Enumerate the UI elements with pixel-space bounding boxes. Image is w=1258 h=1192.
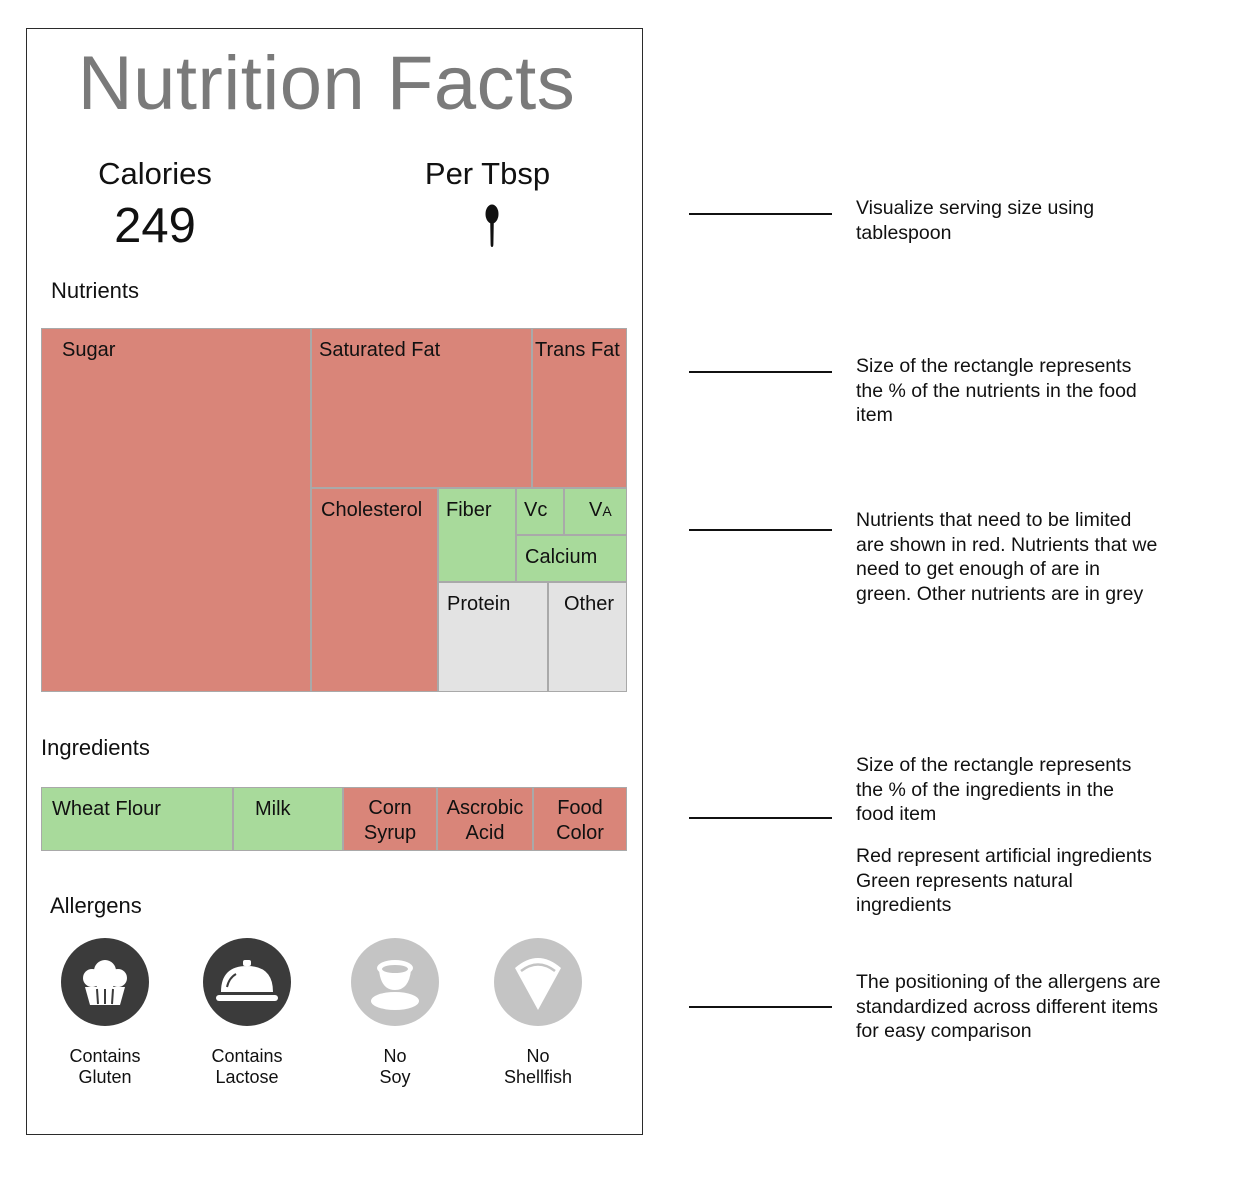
annotation-allergen-position: The positioning of the allergens are sta… xyxy=(856,970,1201,1044)
allergen-caption-line2: Shellfish xyxy=(503,1067,573,1087)
ingredient-label: Wheat Flour xyxy=(52,798,161,820)
annotation-line: the % of the ingredients in the xyxy=(856,778,1115,801)
annotation-line: for easy comparison xyxy=(856,1020,1032,1042)
ingredient-label-line1: Food xyxy=(557,797,603,819)
vitamin-a-subscript: A xyxy=(602,503,612,519)
annotation-connector-serving xyxy=(689,213,832,215)
annotation-connector-ingredients xyxy=(689,817,832,819)
nutrient-cell-vitamin-a: VA xyxy=(564,488,627,535)
ingredient-cell-ascorbic-acid: Ascrobic Acid xyxy=(437,787,533,851)
nutrient-label: VA xyxy=(589,499,626,522)
nutrient-label: Calcium xyxy=(525,546,598,568)
annotation-nutrient-size: Size of the rectangle represents the % o… xyxy=(856,354,1201,428)
annotation-ingredient-color: Red represent artificial ingredients Gre… xyxy=(856,844,1201,918)
calories-value: 249 xyxy=(114,199,196,253)
calories-label: Calories xyxy=(98,156,212,191)
ingredient-label-line1: Ascrobic xyxy=(446,797,524,819)
tablespoon-icon xyxy=(485,204,499,247)
annotation-serving: Visualize serving size using tablespoon xyxy=(856,196,1201,245)
ingredient-cell-milk: Milk xyxy=(233,787,343,851)
allergen-caption-line2: Gluten xyxy=(78,1067,132,1087)
annotation-line: Visualize serving size using xyxy=(856,197,1095,219)
annotation-ingredient-size: Size of the rectangle represents the % o… xyxy=(856,753,1201,827)
cloche-icon xyxy=(203,938,291,1026)
nutrient-label: Fiber xyxy=(446,499,492,521)
annotation-line: The positioning of the allergens are xyxy=(856,971,1161,993)
annotation-line: are shown in red. Nutrients that we xyxy=(856,533,1158,556)
ingredient-cell-wheat-flour: Wheat Flour xyxy=(41,787,233,851)
annotation-nutrient-color: Nutrients that need to be limited are sh… xyxy=(856,508,1201,606)
allergen-caption-line2: Soy xyxy=(379,1067,411,1087)
allergen-caption-line2: Lactose xyxy=(215,1067,279,1087)
annotation-line: Green represents natural xyxy=(856,869,1073,892)
nutrient-label: Cholesterol xyxy=(321,499,423,521)
annotation-line: tablespoon xyxy=(856,221,952,244)
annotation-connector-allergens xyxy=(689,1006,832,1008)
nutrient-cell-other: Other xyxy=(548,582,627,692)
allergen-caption-line1: Contains xyxy=(69,1046,141,1066)
nutrient-cell-trans-fat: Trans Fat xyxy=(532,328,627,488)
nutrients-section-label: Nutrients xyxy=(51,278,140,303)
ingredient-label-line1: Corn xyxy=(368,797,412,819)
nutrient-cell-saturated-fat: Saturated Fat xyxy=(311,328,532,488)
annotation-line: Size of the rectangle represents xyxy=(856,355,1132,377)
annotation-line: ingredients xyxy=(856,894,952,916)
allergen-caption-line1: No xyxy=(383,1046,407,1066)
nutrient-label: Trans Fat xyxy=(535,339,620,361)
ingredient-label-line2: Syrup xyxy=(363,822,417,844)
nutrient-cell-sugar: Sugar xyxy=(41,328,311,692)
annotation-line: item xyxy=(856,404,893,426)
allergen-shellfish: No Shellfish xyxy=(488,938,588,1088)
nutrient-label: Vc xyxy=(524,499,548,521)
label-title: Nutrition Facts xyxy=(77,41,576,126)
ingredient-label: Milk xyxy=(255,798,291,820)
allergen-gluten: Contains Gluten xyxy=(55,938,155,1088)
nutrient-label: Sugar xyxy=(62,339,116,361)
ingredient-cell-corn-syrup: Corn Syrup xyxy=(343,787,437,851)
nutrient-cell-fiber: Fiber xyxy=(438,488,516,582)
nutrient-cell-protein: Protein xyxy=(438,582,548,692)
annotation-line: Nutrients that need to be limited xyxy=(856,509,1132,531)
nutrient-label: Saturated Fat xyxy=(319,339,441,361)
ingredient-label-line2: Acid xyxy=(465,822,505,844)
annotation-line: Size of the rectangle represents xyxy=(856,754,1132,776)
vitamin-a-main: V xyxy=(589,499,603,521)
serving-label: Per Tbsp xyxy=(424,156,551,191)
annotation-line: standardized across different items xyxy=(856,995,1159,1018)
nutrient-cell-cholesterol: Cholesterol xyxy=(311,488,438,692)
soy-cup-icon xyxy=(351,938,439,1026)
annotation-line: food item xyxy=(856,803,937,825)
ingredient-cell-food-color: Food Color xyxy=(533,787,627,851)
nutrient-cell-calcium: Calcium xyxy=(516,535,627,582)
cupcake-icon xyxy=(61,938,149,1026)
annotation-line: the % of the nutrients in the food xyxy=(856,379,1137,402)
allergen-caption-line1: Contains xyxy=(211,1046,283,1066)
shellfish-slice-icon xyxy=(494,938,582,1026)
annotation-line: Red represent artificial ingredients xyxy=(856,845,1152,867)
allergen-lactose: Contains Lactose xyxy=(197,938,297,1088)
ingredients-section-label: Ingredients xyxy=(41,735,150,760)
allergen-soy: No Soy xyxy=(345,938,445,1088)
annotation-line: green. Other nutrients are in grey xyxy=(856,582,1144,605)
nutrient-label: Protein xyxy=(447,593,511,615)
annotation-line: need to get enough of are in xyxy=(856,558,1100,580)
annotation-connector-nutrient-size xyxy=(689,371,832,373)
nutrient-cell-vitamin-c: Vc xyxy=(516,488,564,535)
nutrient-label: Other xyxy=(564,593,615,615)
allergen-caption-line1: No xyxy=(526,1046,550,1066)
allergens-section-label: Allergens xyxy=(50,893,142,918)
ingredient-label-line2: Color xyxy=(556,822,604,844)
annotation-connector-nutrient-color xyxy=(689,529,832,531)
